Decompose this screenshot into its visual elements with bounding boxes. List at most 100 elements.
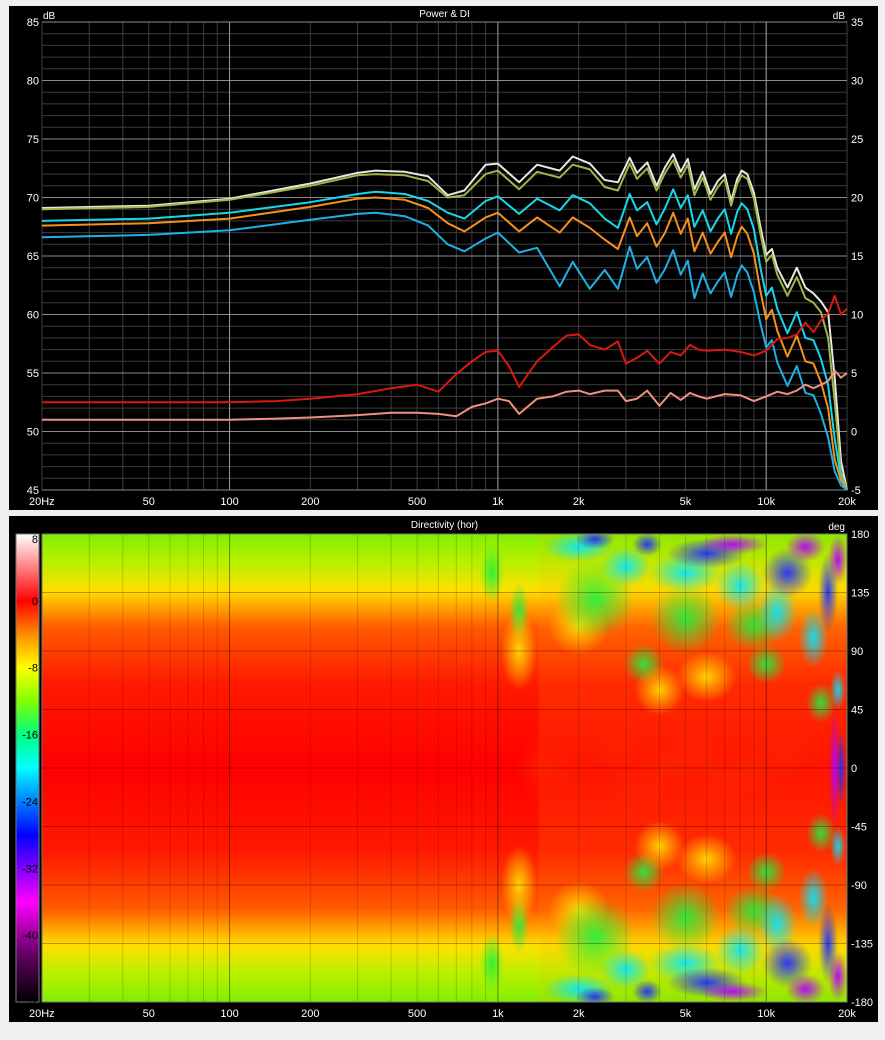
colorbar-tick: -32	[22, 863, 38, 875]
y-tick-left: 75	[27, 134, 39, 146]
x-tick: 100	[220, 1008, 238, 1020]
heatmap-blob	[600, 949, 651, 990]
x-tick: 500	[408, 496, 426, 508]
y-tick-right: 30	[851, 76, 863, 88]
colorbar-tick: 0	[32, 596, 38, 608]
colorbar-tick: 8	[32, 534, 38, 546]
heatmap-blob	[600, 546, 651, 587]
y-tick-right: 35	[851, 17, 863, 29]
heatmap-blob	[715, 925, 766, 975]
directivity-chart: 8 0 -8 -16 -24 -32 -40 -48 Directivity (hor) deg 1…	[15, 520, 873, 1020]
heatmap-blob	[697, 534, 768, 555]
y-tick-right: 20	[851, 193, 863, 205]
heatmap-blob	[805, 813, 836, 853]
series-line-3	[41, 188, 848, 491]
series-line-6	[42, 294, 848, 404]
right-axis-unit: deg	[828, 522, 845, 533]
y-tick-right: 0	[851, 427, 857, 439]
x-tick: 1k	[492, 496, 504, 508]
colorbar-tick: -48	[22, 993, 38, 1005]
y-tick-right: 90	[851, 646, 863, 658]
heatmap-blob	[827, 951, 847, 1001]
series-line-1	[41, 153, 848, 491]
x-tick: 5k	[680, 1008, 692, 1020]
y-tick-right: -180	[851, 997, 873, 1009]
y-tick-left: 70	[27, 193, 39, 205]
chart-title: Directivity (hor)	[411, 520, 478, 531]
x-tick: 10k	[757, 1008, 775, 1020]
heatmap-blob	[634, 665, 685, 715]
heatmap-blob	[501, 611, 538, 691]
y-tick-left: 85	[27, 17, 39, 29]
heatmap-blob	[650, 583, 721, 654]
left-axis-unit: dB	[43, 11, 56, 22]
y-tick-right: 0	[851, 763, 857, 775]
heatmap-blob	[757, 713, 818, 784]
x-tick: 200	[301, 496, 319, 508]
heatmap-blob	[632, 979, 663, 1002]
power-di-chart-panel: Power & DI dB dB 45 50 55 60 65 70 75 80 85 -5 0 5 10 15…	[9, 6, 878, 510]
heatmap-blob	[574, 986, 615, 1002]
colorbar-tick: -40	[22, 930, 38, 942]
y-tick-right: -5	[851, 485, 861, 497]
heatmap-blob	[574, 534, 615, 550]
x-tick: 500	[408, 1008, 426, 1020]
heatmap-blob	[805, 683, 836, 723]
x-tick: 5k	[680, 496, 692, 508]
heatmap-blob	[650, 882, 721, 953]
y-tick-left: 55	[27, 368, 39, 380]
heatmap-blob	[632, 534, 663, 557]
right-axis-unit: dB	[833, 11, 846, 22]
x-tick: 1k	[492, 1008, 504, 1020]
y-tick-right: 25	[851, 134, 863, 146]
colorbar-tick: -16	[22, 730, 38, 742]
y-tick-right: 45	[851, 705, 863, 717]
heatmap-blob	[785, 974, 826, 1002]
heatmap-blob	[501, 845, 538, 925]
x-tick: 20Hz	[29, 496, 55, 508]
colorbar-tick: -8	[28, 663, 38, 675]
heatmap-blob	[785, 534, 826, 562]
heatmap-blob	[634, 821, 685, 871]
chart-title: Power & DI	[419, 9, 470, 20]
y-tick-right: -45	[851, 822, 867, 834]
y-tick-right: 10	[851, 310, 863, 322]
series-line-4	[41, 196, 848, 491]
heatmap-blob	[676, 834, 737, 884]
plot-area	[41, 533, 848, 1003]
y-tick-left: 60	[27, 310, 39, 322]
colorbar-tick: -24	[22, 796, 38, 808]
x-tick: 20k	[838, 496, 856, 508]
x-tick: 2k	[573, 1008, 585, 1020]
x-tick: 50	[143, 1008, 155, 1020]
x-tick: 20Hz	[29, 1008, 55, 1020]
colorbar	[15, 533, 40, 1003]
x-tick: 50	[143, 496, 155, 508]
heatmap-blob	[697, 981, 768, 1002]
y-tick-right: -135	[851, 939, 873, 951]
heatmap-blob	[746, 852, 787, 892]
y-tick-left: 50	[27, 427, 39, 439]
heatmap-blob	[715, 561, 766, 611]
heatmap-blob	[827, 535, 847, 585]
y-tick-right: -90	[851, 880, 867, 892]
x-tick: 2k	[573, 496, 585, 508]
series-line-2	[41, 159, 848, 491]
heatmap-blob	[676, 652, 737, 702]
y-tick-left: 80	[27, 76, 39, 88]
series-line-5	[41, 211, 848, 491]
heatmap-blob	[798, 868, 829, 928]
directivity-chart-panel: 8 0 -8 -16 -24 -32 -40 -48 Directivity (hor) deg 1…	[9, 516, 878, 1022]
heatmap-blob	[746, 644, 787, 684]
x-tick: 100	[220, 496, 238, 508]
series-line-7	[42, 369, 848, 421]
x-tick: 20k	[838, 1008, 856, 1020]
heatmap-blob	[798, 608, 829, 668]
power-di-chart: Power & DI dB dB 45 50 55 60 65 70 75 80 85 -5 0 5 10 15…	[27, 9, 864, 508]
y-tick-right: 5	[851, 368, 857, 380]
y-tick-right: 15	[851, 251, 863, 263]
y-tick-left: 65	[27, 251, 39, 263]
x-tick: 10k	[757, 496, 775, 508]
heatmap-blob	[836, 728, 847, 808]
heatmap-blob	[515, 733, 576, 803]
